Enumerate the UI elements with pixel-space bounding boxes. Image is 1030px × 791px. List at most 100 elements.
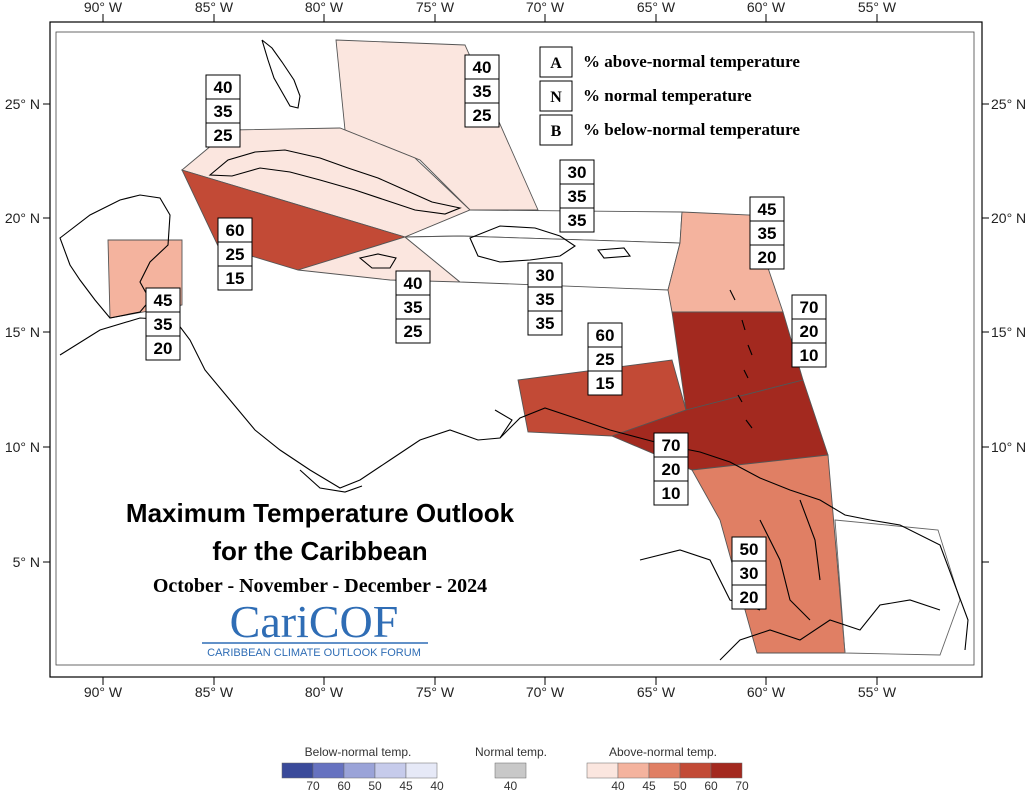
legend-key-box bbox=[539, 46, 573, 78]
value-normal: 35 bbox=[154, 315, 173, 334]
axis-ticks bbox=[43, 14, 989, 685]
lon-label-top: 75° W bbox=[416, 0, 455, 15]
value-box bbox=[217, 241, 253, 267]
value-above: 60 bbox=[226, 221, 245, 240]
lon-label-top: 70° W bbox=[526, 0, 565, 15]
value-below: 20 bbox=[154, 339, 173, 358]
region-guianas bbox=[691, 454, 846, 654]
value-box bbox=[145, 287, 181, 313]
value-box bbox=[464, 78, 500, 104]
lon-label-bottom: 65° W bbox=[637, 684, 676, 700]
value-above: 70 bbox=[662, 436, 681, 455]
colorbar-tick-label: 50 bbox=[368, 779, 382, 791]
lat-label-right: 10° N bbox=[991, 439, 1026, 455]
colorbar-swatch bbox=[312, 762, 345, 779]
colorbar-tick-label: 40 bbox=[611, 779, 625, 791]
lon-label-top: 55° W bbox=[858, 0, 897, 15]
value-below: 35 bbox=[536, 314, 555, 333]
lat-label-right: 20° N bbox=[991, 210, 1026, 226]
lat-label-left: 25° N bbox=[5, 96, 40, 112]
coast-puerto-rico bbox=[596, 247, 632, 259]
value-box bbox=[559, 207, 595, 233]
value-box bbox=[653, 480, 689, 506]
lon-label-top: 60° W bbox=[747, 0, 786, 15]
title-line-1: Maximum Temperature Outlook bbox=[126, 498, 515, 528]
value-below: 10 bbox=[800, 346, 819, 365]
colorbar-tick-label: 45 bbox=[399, 779, 413, 791]
value-normal: 35 bbox=[758, 224, 777, 243]
value-normal: 20 bbox=[800, 322, 819, 341]
colorbar-swatch bbox=[679, 762, 712, 779]
colorbar-swatch bbox=[710, 762, 743, 779]
value-box bbox=[587, 322, 623, 348]
value-normal: 20 bbox=[662, 460, 681, 479]
value-above: 40 bbox=[473, 58, 492, 77]
value-normal: 25 bbox=[226, 245, 245, 264]
colorbar-swatch bbox=[494, 762, 527, 779]
value-above: 50 bbox=[740, 540, 759, 559]
colorbar-tick-label: 45 bbox=[642, 779, 656, 791]
value-below: 10 bbox=[662, 484, 681, 503]
colorbar-swatch bbox=[343, 762, 376, 779]
value-below: 15 bbox=[226, 269, 245, 288]
lon-label-top: 90° W bbox=[84, 0, 123, 15]
colorbar-above-title: Above-normal temp. bbox=[609, 745, 717, 759]
coast-panama bbox=[299, 469, 363, 493]
value-box bbox=[731, 584, 767, 610]
value-box bbox=[205, 122, 241, 148]
colorbar-tick-label: 50 bbox=[673, 779, 687, 791]
value-box bbox=[587, 370, 623, 396]
value-box bbox=[731, 536, 767, 562]
value-box bbox=[749, 244, 785, 270]
value-normal: 35 bbox=[536, 290, 555, 309]
lon-label-bottom: 75° W bbox=[416, 684, 455, 700]
colorbar-tick-label: 40 bbox=[504, 779, 518, 791]
legend-description: % above-normal temperature bbox=[583, 52, 800, 71]
value-normal: 35 bbox=[473, 82, 492, 101]
value-normal: 25 bbox=[596, 350, 615, 369]
colorbar-swatch bbox=[281, 762, 314, 779]
value-below: 20 bbox=[740, 588, 759, 607]
coast-jamaica bbox=[358, 253, 397, 269]
legend-description: % below-normal temperature bbox=[583, 120, 800, 139]
value-below: 25 bbox=[404, 322, 423, 341]
legend-key: A bbox=[550, 55, 562, 72]
value-above: 45 bbox=[758, 200, 777, 219]
lat-label-right: 15° N bbox=[991, 324, 1026, 340]
coast-cuba bbox=[208, 149, 462, 215]
value-box bbox=[653, 456, 689, 482]
value-box bbox=[395, 270, 431, 296]
value-above: 30 bbox=[568, 163, 587, 182]
lon-label-bottom: 80° W bbox=[305, 684, 344, 700]
colorbar-tick-label: 40 bbox=[430, 779, 444, 791]
value-box bbox=[464, 102, 500, 128]
coast-lesser-antilles bbox=[729, 289, 753, 429]
caricof-logo: CariCOF CARIBBEAN CLIMATE OUTLOOK FORUM bbox=[202, 596, 428, 659]
value-above: 45 bbox=[154, 291, 173, 310]
colorbar-swatch bbox=[374, 762, 407, 779]
value-box bbox=[395, 294, 431, 320]
lon-labels-bottom: 90° W 85° W 80° W 75° W 70° W 65° W 60° … bbox=[84, 684, 897, 700]
lat-label-left: 15° N bbox=[5, 324, 40, 340]
lat-labels-left: 25° N 20° N 15° N 10° N 5° N bbox=[5, 96, 40, 570]
title-period: October - November - December - 2024 bbox=[153, 575, 487, 597]
legend-key: N bbox=[550, 89, 562, 106]
lon-label-bottom: 70° W bbox=[526, 684, 565, 700]
coast-guianas-rivers bbox=[759, 499, 821, 621]
value-box bbox=[731, 560, 767, 586]
value-box bbox=[749, 196, 785, 222]
value-box bbox=[145, 311, 181, 337]
value-below: 35 bbox=[568, 211, 587, 230]
value-below: 25 bbox=[473, 106, 492, 125]
coast-south-america bbox=[499, 407, 969, 661]
value-box bbox=[527, 310, 563, 336]
lon-labels-top: 90° W 85° W 80° W 75° W 70° W 65° W 60° … bbox=[84, 0, 897, 15]
lat-label-left: 10° N bbox=[5, 439, 40, 455]
value-above: 40 bbox=[404, 274, 423, 293]
logo-subtitle: CARIBBEAN CLIMATE OUTLOOK FORUM bbox=[207, 647, 421, 659]
colorbar-tick-label: 60 bbox=[704, 779, 718, 791]
coast-hispaniola bbox=[469, 225, 576, 263]
lon-label-bottom: 90° W bbox=[84, 684, 123, 700]
lat-label-left: 5° N bbox=[13, 554, 40, 570]
